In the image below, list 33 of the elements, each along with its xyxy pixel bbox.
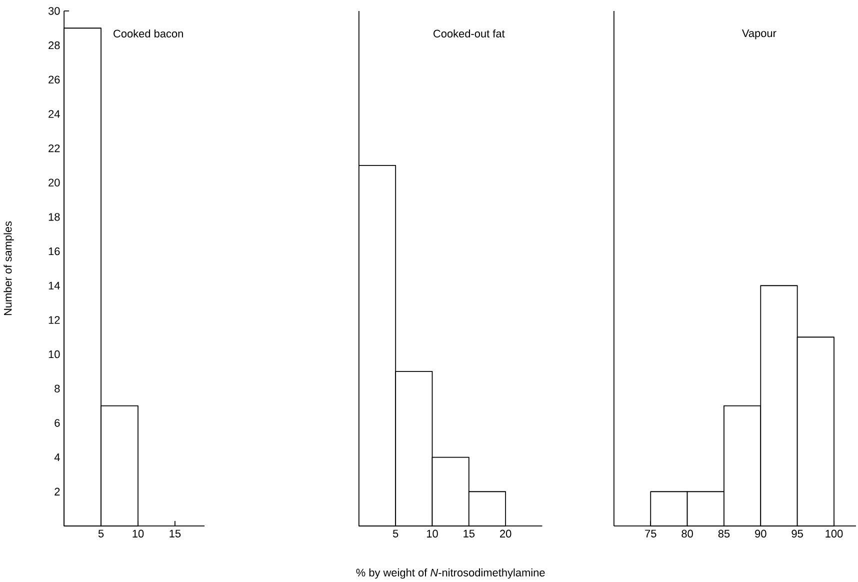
x-tick-label: 15 — [464, 530, 475, 538]
x-tick-label: 5 — [98, 530, 104, 538]
text: Vapour — [742, 29, 776, 40]
y-tick-label: 8 — [54, 384, 60, 392]
y-tick-label: 6 — [54, 418, 60, 427]
y-axis-title: Number of samples — [4, 221, 14, 315]
x-tick-label: 90 — [755, 530, 766, 538]
y-tick-label: 26 — [48, 76, 60, 84]
x-tick-label: 95 — [792, 530, 803, 538]
y-tick-label: 18 — [48, 212, 60, 221]
x-tick-label: 75 — [645, 530, 656, 538]
x-tick-label: 85 — [718, 530, 730, 538]
x-tick-label: 10 — [426, 530, 438, 538]
x-tick-label: 100 — [826, 530, 843, 538]
y-tick-label: 10 — [48, 350, 60, 358]
x-tick-label: 5 — [392, 530, 398, 538]
y-tick-label: 12 — [48, 316, 60, 324]
y-tick-label: 16 — [48, 247, 60, 256]
x-tick-label: 80 — [682, 530, 693, 538]
x-tick-label: 15 — [170, 530, 181, 538]
y-tick-label: 14 — [48, 282, 60, 290]
y-tick-label: 24 — [48, 110, 60, 118]
y-tick-label: 22 — [48, 144, 60, 152]
y-tick-label: 2 — [54, 488, 60, 496]
x-axis-title: % by weight of N-nitrosodimethylamine — [356, 568, 545, 579]
text: Cooked-out fat — [434, 29, 505, 38]
y-tick-label: 4 — [54, 453, 60, 461]
y-tick-label: 30 — [48, 6, 60, 15]
y-tick-label: 20 — [48, 178, 60, 186]
x-tick-label: 10 — [132, 530, 144, 538]
y-tick-label: 28 — [48, 41, 60, 50]
x-tick-label: 20 — [500, 530, 512, 538]
text: Cooked bacon — [114, 29, 183, 38]
